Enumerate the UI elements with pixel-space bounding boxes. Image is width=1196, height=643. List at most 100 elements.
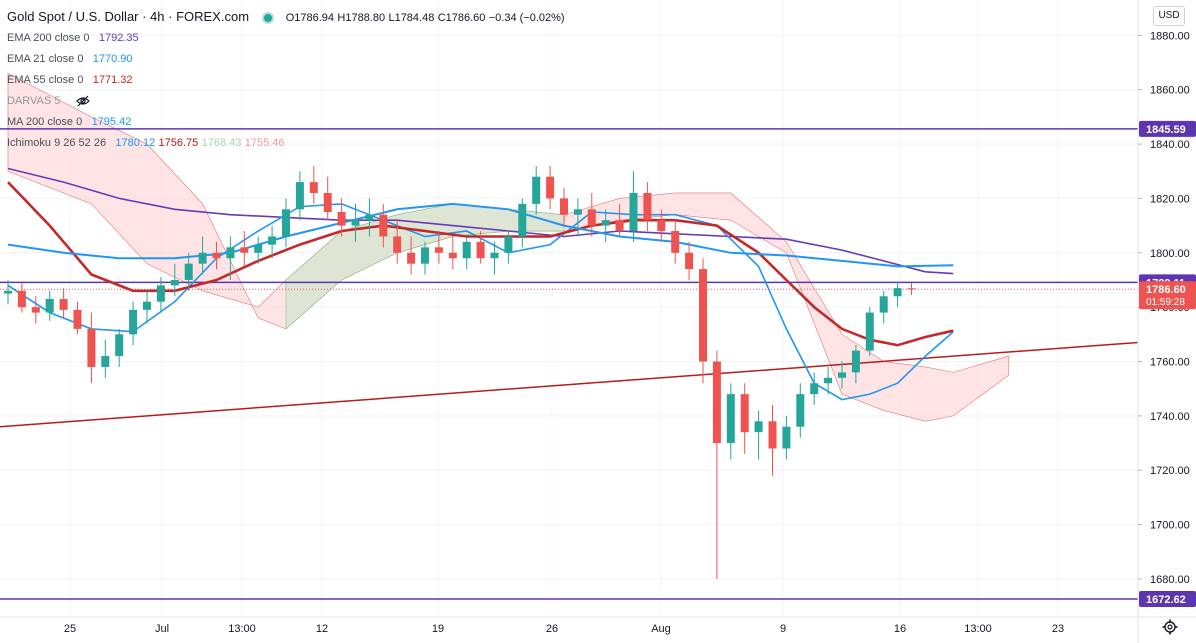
candle bbox=[754, 410, 763, 460]
candle-body bbox=[546, 176, 555, 199]
candle-body bbox=[17, 290, 26, 308]
time-tick-label: 13:00 bbox=[964, 623, 992, 635]
candle-body bbox=[573, 209, 582, 215]
candle bbox=[782, 415, 791, 460]
candle bbox=[268, 225, 277, 259]
candle bbox=[893, 282, 902, 308]
price-tick-label: 1720.00 bbox=[1150, 465, 1190, 477]
candle bbox=[4, 279, 12, 305]
candle bbox=[212, 241, 221, 270]
time-tick-label: 26 bbox=[546, 623, 558, 635]
candle bbox=[629, 171, 638, 242]
candle-body bbox=[504, 236, 513, 253]
candle-body bbox=[434, 247, 443, 253]
time-tick-label: Aug bbox=[651, 623, 671, 635]
candle-body bbox=[782, 426, 791, 449]
candlesticks bbox=[4, 165, 916, 579]
candle-body bbox=[156, 285, 165, 302]
candle-body bbox=[421, 247, 429, 264]
candle bbox=[448, 236, 457, 270]
candle-body bbox=[838, 372, 846, 378]
trendline[interactable] bbox=[0, 341, 1139, 428]
candle-body bbox=[87, 328, 96, 367]
candle bbox=[407, 236, 416, 275]
candle-body bbox=[796, 394, 805, 427]
candle bbox=[115, 328, 124, 367]
price-tick-label: 1800.00 bbox=[1150, 248, 1190, 260]
candle bbox=[254, 236, 263, 264]
candle bbox=[31, 296, 40, 324]
candle bbox=[476, 231, 485, 264]
time-tick-label: 25 bbox=[64, 623, 76, 635]
candle bbox=[643, 182, 652, 232]
eye-off-icon[interactable] bbox=[75, 95, 90, 107]
price-tick-label: 1820.00 bbox=[1150, 193, 1190, 205]
candle bbox=[560, 187, 568, 226]
candle bbox=[838, 361, 846, 389]
candle-body bbox=[101, 356, 110, 367]
candle bbox=[824, 366, 833, 395]
market-status-icon bbox=[262, 11, 275, 24]
candle bbox=[156, 277, 165, 313]
candle-body bbox=[768, 421, 777, 449]
symbol-title[interactable]: Gold Spot / U.S. Dollar · 4h · FOREX.com bbox=[7, 9, 250, 24]
time-tick-label: 19 bbox=[432, 623, 444, 635]
candle-body bbox=[31, 307, 40, 313]
candle-body bbox=[170, 279, 179, 286]
ohlc-high: H1788.80 bbox=[337, 12, 386, 24]
candle bbox=[699, 258, 707, 384]
candle-body bbox=[365, 214, 374, 221]
candle bbox=[351, 203, 360, 242]
candle-body bbox=[560, 198, 568, 215]
indicator-ichimoku[interactable]: Ichimoku 9 26 52 26 1780.12 1756.75 1768… bbox=[7, 137, 285, 149]
candle-body bbox=[73, 309, 82, 329]
candle-body bbox=[685, 252, 694, 270]
trendline-line bbox=[0, 341, 1139, 428]
gear-icon[interactable] bbox=[1162, 619, 1178, 635]
horizontal-levels bbox=[0, 128, 1138, 600]
indicator-ema21[interactable]: EMA 21 close 0 1770.90 bbox=[7, 53, 133, 65]
time-tick-label: 13:00 bbox=[228, 623, 256, 635]
candle bbox=[504, 231, 513, 264]
price-tag-box bbox=[1139, 591, 1196, 608]
candle-body bbox=[184, 263, 193, 280]
candle-body bbox=[351, 220, 360, 226]
candle-body bbox=[907, 288, 916, 290]
candle-body bbox=[893, 288, 902, 297]
candle bbox=[573, 198, 582, 237]
ma-line-ema-21 bbox=[7, 203, 954, 401]
candle bbox=[393, 220, 402, 264]
candle bbox=[184, 252, 193, 291]
price-tick-label: 1880.00 bbox=[1150, 30, 1190, 42]
price-tick-label: 1680.00 bbox=[1150, 574, 1190, 586]
ma-line-ema-55 bbox=[7, 181, 954, 347]
candle bbox=[546, 165, 555, 210]
candle bbox=[59, 288, 68, 319]
indicator-ma200[interactable]: MA 200 close 0 1795.42 bbox=[7, 116, 132, 128]
candle-body bbox=[268, 236, 277, 245]
candle-body bbox=[448, 252, 457, 259]
time-tick-label: 12 bbox=[316, 623, 328, 635]
candle bbox=[587, 192, 596, 237]
candle-body bbox=[476, 241, 485, 259]
candle-body bbox=[699, 269, 707, 362]
indicator-darvas[interactable]: DARVAS 5 bbox=[7, 90, 565, 111]
indicator-ema200[interactable]: EMA 200 close 0 1792.35 bbox=[7, 32, 139, 44]
candle-body bbox=[657, 220, 666, 232]
candle-body bbox=[379, 214, 388, 237]
currency-selector[interactable]: USD bbox=[1153, 6, 1185, 26]
candle-body bbox=[226, 247, 235, 259]
candle-body bbox=[601, 220, 610, 226]
candle-body bbox=[740, 394, 749, 433]
candle bbox=[879, 290, 888, 324]
indicator-ema55[interactable]: EMA 55 close 0 1771.32 bbox=[7, 74, 133, 86]
candle bbox=[851, 345, 860, 384]
time-tick-label: Jul bbox=[155, 623, 169, 635]
price-tick-label: 1760.00 bbox=[1150, 357, 1190, 369]
candle-body bbox=[671, 231, 680, 253]
candle bbox=[657, 209, 666, 242]
candle bbox=[309, 165, 318, 204]
candle-body bbox=[532, 176, 541, 204]
